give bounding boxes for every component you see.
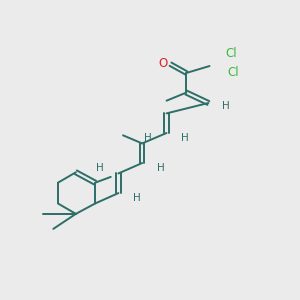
Text: H: H [222,101,230,111]
Text: Cl: Cl [225,47,237,60]
Text: H: H [144,133,152,143]
Text: O: O [158,57,167,70]
Text: H: H [133,194,141,203]
Text: Cl: Cl [227,67,239,80]
Text: H: H [97,163,104,173]
Text: H: H [181,133,189,143]
Text: H: H [157,163,164,173]
